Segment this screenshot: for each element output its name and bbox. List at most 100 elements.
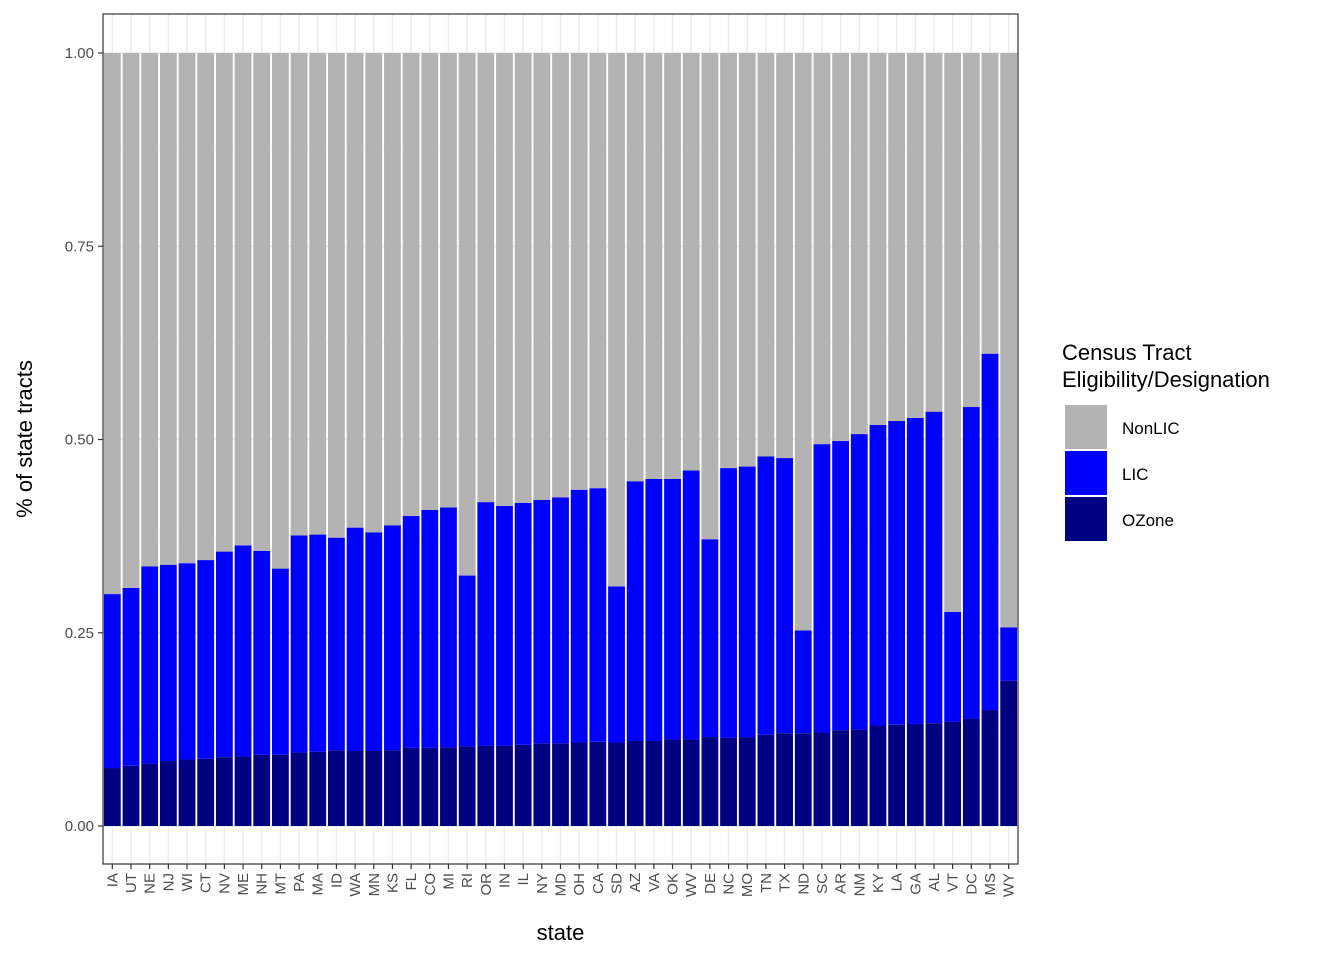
x-tick-label: MI — [440, 873, 457, 890]
bar-ozone-ky — [869, 725, 887, 826]
bar-ozone-in — [496, 745, 513, 826]
bar-lic-wv — [682, 470, 700, 740]
y-tick-label: 0.75 — [65, 238, 94, 255]
x-tick-label: MT — [272, 873, 289, 895]
bar-nonlic-nm — [850, 53, 868, 435]
bar-nonlic-fl — [402, 53, 420, 517]
x-axis: IA UT NE NJ WI CT NV ME NH MT PA MA ID WA MN KS FL CO MI RI… — [104, 864, 1018, 897]
bar-lic-de — [701, 539, 719, 738]
bar-ozone-mn — [365, 751, 383, 826]
bar-ozone-ar — [832, 730, 850, 826]
y-axis: 0.00 0.25 0.50 0.75 1.00 — [65, 45, 103, 835]
bar-nonlic-in — [496, 53, 513, 506]
bar-lic-la — [888, 420, 906, 725]
bar-nonlic-wi — [178, 53, 196, 564]
bar-ozone-ok — [664, 739, 681, 826]
bar-ozone-az — [626, 740, 644, 826]
bar-lic-az — [626, 481, 644, 741]
bar-lic-id — [328, 537, 345, 751]
x-tick-label: LA — [889, 873, 906, 891]
x-tick-label: FL — [403, 873, 420, 891]
bar-ozone-wv — [682, 739, 700, 826]
bar-nonlic-va — [645, 53, 663, 479]
bar-nonlic-nd — [794, 53, 812, 631]
bar-ozone-il — [514, 744, 532, 826]
bar-ozone-nc — [720, 737, 737, 826]
x-tick-label: MD — [553, 873, 570, 896]
x-tick-label: AL — [926, 873, 943, 891]
bar-lic-oh — [570, 489, 588, 743]
bar-ozone-ms — [981, 710, 999, 826]
bar-nonlic-wa — [346, 53, 364, 528]
bar-nonlic-ms — [981, 53, 999, 354]
legend-swatch-lic — [1065, 451, 1107, 495]
bar-lic-ms — [981, 353, 999, 711]
bar-lic-mo — [738, 466, 756, 738]
bar-lic-ne — [141, 566, 159, 764]
bar-nonlic-co — [421, 53, 439, 510]
bar-nonlic-wv — [682, 53, 700, 471]
x-tick-label: NM — [851, 873, 868, 896]
x-tick-label: DC — [963, 873, 980, 895]
bar-lic-pa — [290, 535, 308, 753]
legend-label-lic: LIC — [1122, 465, 1148, 484]
bar-ozone-mi — [440, 747, 457, 826]
bar-lic-ma — [309, 534, 327, 752]
bar-nonlic-de — [701, 53, 719, 540]
bar-lic-mn — [365, 532, 383, 752]
bar-nonlic-ga — [906, 53, 924, 418]
bar-nonlic-mi — [440, 53, 457, 508]
bar-lic-ga — [906, 417, 924, 724]
bar-ozone-nd — [794, 733, 812, 826]
bar-nonlic-ca — [589, 53, 607, 489]
bar-lic-wy — [1000, 627, 1018, 681]
x-tick-label: MA — [310, 873, 327, 896]
bar-lic-ca — [589, 488, 607, 742]
bar-lic-co — [421, 509, 439, 748]
x-tick-label: NE — [142, 873, 159, 894]
bar-lic-md — [552, 497, 569, 744]
bars — [103, 53, 1018, 826]
bar-lic-nh — [253, 550, 271, 755]
bar-nonlic-mt — [271, 53, 289, 569]
bar-nonlic-ky — [869, 53, 887, 425]
bar-ozone-mt — [271, 754, 289, 826]
x-tick-label: CO — [422, 873, 439, 896]
bar-lic-ar — [832, 441, 850, 731]
bar-nonlic-sc — [813, 53, 831, 445]
bar-nonlic-ar — [832, 53, 850, 442]
x-tick-label: NH — [254, 873, 271, 895]
bar-ozone-va — [645, 740, 663, 826]
bar-nonlic-or — [477, 53, 495, 503]
bar-lic-il — [514, 502, 532, 745]
legend-title-line-1: Census Tract — [1062, 340, 1192, 365]
bar-lic-nm — [850, 434, 868, 730]
bar-lic-ky — [869, 424, 887, 726]
bar-ozone-pa — [290, 752, 308, 826]
bar-lic-sd — [608, 586, 625, 743]
bar-nonlic-ut — [122, 53, 140, 588]
x-tick-label: VA — [646, 873, 663, 892]
x-tick-label: SC — [814, 873, 831, 894]
bar-ozone-id — [328, 750, 345, 826]
bar-lic-wi — [178, 563, 196, 760]
x-tick-label: NC — [721, 873, 738, 895]
x-tick-label: PA — [291, 873, 308, 892]
bar-lic-fl — [402, 516, 420, 748]
y-tick-label: 1.00 — [65, 45, 94, 62]
bar-nonlic-sd — [608, 53, 625, 587]
bar-ozone-wi — [178, 759, 196, 826]
bar-ozone-la — [888, 724, 906, 826]
x-tick-label: NJ — [160, 873, 177, 891]
bar-lic-mt — [271, 568, 289, 755]
x-tick-label: TN — [758, 873, 775, 893]
legend-label-ozone: OZone — [1122, 511, 1174, 530]
bar-ozone-ma — [309, 751, 327, 826]
bar-nonlic-wy — [1000, 53, 1018, 628]
x-tick-label: VT — [945, 873, 962, 892]
x-tick-label: IL — [515, 873, 532, 886]
bar-ozone-wy — [1000, 680, 1018, 826]
bar-lic-ri — [458, 575, 476, 747]
x-tick-label: MS — [982, 873, 999, 896]
bar-lic-nj — [159, 564, 177, 762]
